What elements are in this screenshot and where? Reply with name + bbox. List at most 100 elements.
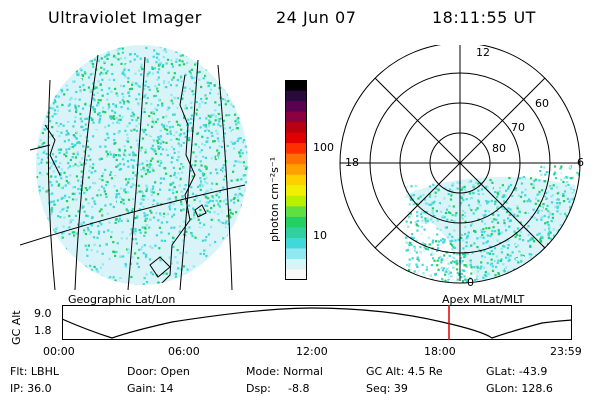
emission-pixel xyxy=(62,65,64,67)
emission-pixel xyxy=(454,247,456,249)
emission-pixel xyxy=(580,216,582,218)
emission-pixel xyxy=(518,281,520,283)
emission-pixel xyxy=(178,264,180,266)
emission-pixel xyxy=(132,183,134,185)
emission-pixel xyxy=(224,282,226,284)
emission-pixel xyxy=(44,77,46,79)
emission-pixel xyxy=(112,47,114,49)
emission-pixel xyxy=(98,208,100,210)
emission-pixel xyxy=(580,210,582,212)
emission-pixel xyxy=(71,143,73,145)
emission-pixel xyxy=(61,58,63,60)
emission-pixel xyxy=(243,229,245,231)
emission-pixel xyxy=(158,110,160,112)
emission-pixel xyxy=(100,84,102,86)
emission-pixel xyxy=(70,159,72,161)
emission-pixel xyxy=(200,86,202,88)
emission-pixel xyxy=(160,162,162,164)
emission-pixel xyxy=(584,285,586,287)
emission-pixel xyxy=(441,258,443,260)
emission-pixel xyxy=(232,171,234,173)
emission-pixel xyxy=(531,288,533,290)
emission-pixel xyxy=(211,135,213,137)
colorbar-band xyxy=(285,175,307,186)
emission-pixel xyxy=(119,155,121,157)
emission-pixel xyxy=(434,195,436,197)
emission-pixel xyxy=(464,233,466,235)
emission-pixel xyxy=(183,221,185,223)
emission-pixel xyxy=(83,129,85,131)
emission-pixel xyxy=(118,193,120,195)
emission-pixel xyxy=(575,253,577,255)
emission-pixel xyxy=(221,79,223,81)
emission-pixel xyxy=(219,200,221,202)
emission-pixel xyxy=(248,152,250,154)
emission-pixel xyxy=(482,237,484,239)
emission-pixel xyxy=(584,209,586,211)
emission-pixel xyxy=(123,74,125,76)
emission-pixel xyxy=(548,226,550,228)
emission-pixel xyxy=(109,174,111,176)
emission-pixel xyxy=(40,162,42,164)
emission-pixel xyxy=(218,61,220,63)
emission-pixel xyxy=(173,203,175,205)
emission-pixel xyxy=(468,204,470,206)
emission-pixel xyxy=(149,187,151,189)
emission-pixel xyxy=(83,46,85,48)
emission-pixel xyxy=(247,118,249,120)
emission-pixel xyxy=(142,138,144,140)
emission-pixel xyxy=(100,280,102,282)
emission-pixel xyxy=(548,283,550,285)
emission-pixel xyxy=(438,240,440,242)
emission-pixel xyxy=(570,168,572,170)
emission-pixel xyxy=(473,184,475,186)
emission-pixel xyxy=(245,102,247,104)
emission-pixel xyxy=(463,270,465,272)
emission-pixel xyxy=(231,91,233,93)
emission-pixel xyxy=(108,283,110,285)
emission-pixel xyxy=(145,47,147,49)
emission-pixel xyxy=(538,267,540,269)
emission-pixel xyxy=(547,264,549,266)
emission-pixel xyxy=(519,177,521,179)
emission-pixel xyxy=(237,140,239,142)
emission-pixel xyxy=(192,193,194,195)
emission-pixel xyxy=(524,283,526,285)
emission-pixel xyxy=(122,99,124,101)
emission-pixel xyxy=(88,48,90,50)
emission-pixel xyxy=(80,79,82,81)
emission-pixel xyxy=(146,164,148,166)
emission-pixel xyxy=(185,79,187,81)
emission-pixel xyxy=(557,261,559,263)
emission-pixel xyxy=(460,276,462,278)
emission-pixel xyxy=(572,277,574,279)
emission-pixel xyxy=(199,225,201,227)
emission-pixel xyxy=(580,187,582,189)
emission-pixel xyxy=(74,144,76,146)
emission-pixel xyxy=(189,88,191,90)
emission-pixel xyxy=(560,231,562,233)
emission-pixel xyxy=(166,286,168,288)
emission-pixel xyxy=(417,197,419,199)
emission-pixel xyxy=(489,179,491,181)
emission-pixel xyxy=(132,165,134,167)
emission-pixel xyxy=(248,254,250,256)
emission-pixel xyxy=(211,128,213,130)
emission-pixel xyxy=(410,284,412,286)
emission-pixel xyxy=(41,64,43,66)
emission-pixel xyxy=(231,63,233,65)
emission-pixel xyxy=(118,119,120,121)
emission-pixel xyxy=(581,241,583,243)
emission-pixel xyxy=(517,244,519,246)
emission-pixel xyxy=(186,62,188,64)
emission-pixel xyxy=(160,86,162,88)
emission-pixel xyxy=(220,221,222,223)
emission-pixel xyxy=(37,154,39,156)
emission-pixel xyxy=(578,203,580,205)
emission-pixel xyxy=(72,165,74,167)
emission-pixel xyxy=(476,285,478,287)
emission-pixel xyxy=(450,198,452,200)
emission-pixel xyxy=(93,236,95,238)
emission-pixel xyxy=(228,61,230,63)
emission-pixel xyxy=(198,79,200,81)
